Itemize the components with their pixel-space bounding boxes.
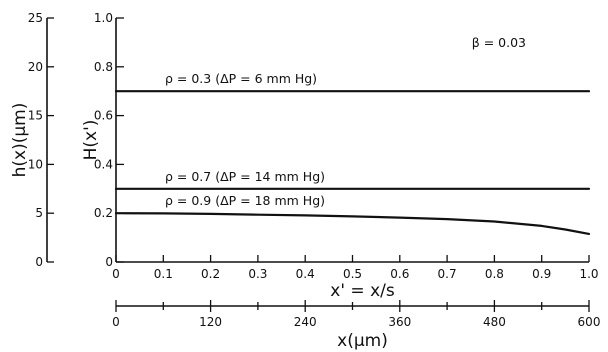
x-axis-title: x' = x/s [330, 281, 395, 301]
y-tick-label: 0.2 [94, 206, 113, 220]
y-axis-title: H(x') [81, 120, 101, 161]
y-tick-label: 0.8 [94, 60, 113, 74]
x2-tick-label: 600 [578, 315, 601, 329]
series-label: ρ = 0.3 (ΔP = 6 mm Hg) [165, 71, 317, 86]
x-tick-label: 0 [112, 267, 120, 281]
y-tick-label: 0.6 [94, 109, 113, 123]
y2-tick-label: 25 [28, 11, 43, 25]
x-tick-label: 0.9 [532, 267, 551, 281]
x-tick-label: 0.3 [248, 267, 267, 281]
x2-tick-label: 0 [112, 315, 120, 329]
series-label: ρ = 0.7 (ΔP = 14 mm Hg) [165, 169, 325, 184]
x2-tick-label: 240 [294, 315, 317, 329]
y2-tick-label: 5 [35, 206, 43, 220]
series-label: ρ = 0.9 (ΔP = 18 mm Hg) [165, 193, 325, 208]
x-tick-label: 0.2 [201, 267, 220, 281]
axes-group [46, 17, 590, 312]
x2-tick-label: 480 [483, 315, 506, 329]
y2-axis-title: h(x)(μm) [10, 103, 30, 178]
y-tick-label: 0 [105, 255, 113, 269]
x-tick-label: 0.4 [296, 267, 315, 281]
x2-tick-label: 360 [388, 315, 411, 329]
y-tick-label: 1.0 [94, 11, 113, 25]
x-tick-label: 1.0 [579, 267, 598, 281]
y2-tick-label: 15 [28, 109, 43, 123]
x-tick-label: 0.1 [154, 267, 173, 281]
x-tick-label: 0.6 [390, 267, 409, 281]
x-tick-label: 0.7 [438, 267, 457, 281]
y2-tick-label: 0 [35, 255, 43, 269]
x-tick-label: 0.8 [485, 267, 504, 281]
y-tick-label: 0.4 [94, 157, 113, 171]
labels-group: 0 0.2 0.4 0.6 0.8 1.0 0 5 10 15 20 25 0 0.1 0.2 0.3 0.4 0… [10, 11, 600, 351]
beta-annotation: β = 0.03 [472, 35, 526, 50]
series-group [114, 90, 591, 235]
y2-tick-label: 20 [28, 60, 43, 74]
series-line [114, 212, 591, 235]
x2-axis-title: x(μm) [337, 331, 388, 351]
y2-tick-label: 10 [28, 157, 43, 171]
x-tick-label: 0.5 [343, 267, 362, 281]
x2-tick-label: 120 [199, 315, 222, 329]
